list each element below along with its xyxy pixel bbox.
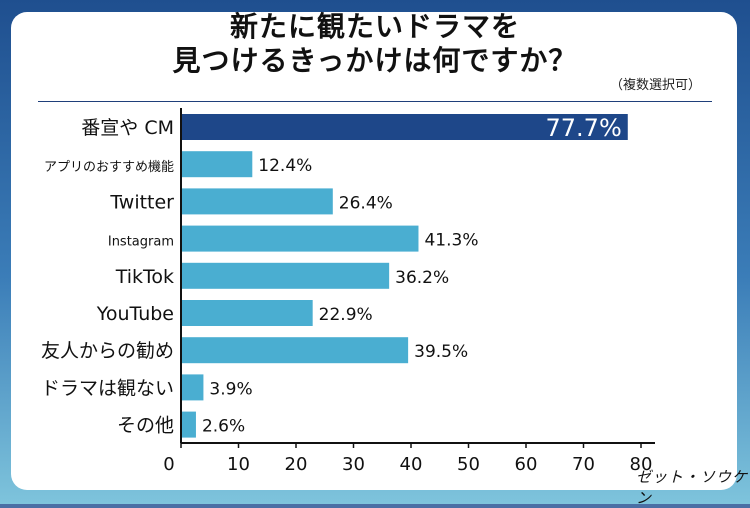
x-tick-label-7: 70: [572, 454, 595, 475]
bar-7: [181, 374, 204, 401]
x-tick-label-5: 50: [457, 454, 480, 475]
x-tick-label-3: 30: [342, 454, 365, 475]
category-label-3: Instagram: [108, 235, 174, 250]
value-label-2: 26.4%: [339, 193, 393, 213]
title-line-1: 新たに観たいドラマを: [229, 10, 520, 43]
value-label-3: 41.3%: [424, 231, 478, 251]
multiple-choice-note: （複数選択可）: [610, 78, 702, 93]
category-label-8: その他: [117, 415, 174, 437]
x-tick-label-8: 80: [630, 454, 653, 475]
bar-8: [181, 411, 196, 438]
bar-6: [181, 337, 409, 364]
category-label-4: TikTok: [115, 266, 174, 288]
value-label-7: 3.9%: [209, 379, 252, 399]
bar-4: [181, 262, 390, 289]
title-divider: [38, 101, 712, 102]
x-tick-label-6: 60: [515, 454, 538, 475]
chart-title: 新たに観たいドラマを 見つけるきっかけは何ですか？: [0, 10, 750, 78]
category-label-0: 番宣や CM: [81, 117, 174, 139]
category-label-6: 友人からの勧め: [41, 340, 174, 362]
x-tick-label-1: 10: [227, 454, 250, 475]
x-tick-label-2: 20: [285, 454, 308, 475]
category-label-5: YouTube: [96, 303, 174, 325]
bar-0: [181, 114, 628, 140]
value-label-4: 36.2%: [395, 268, 449, 288]
value-label-5: 22.9%: [319, 305, 373, 325]
category-label-2: Twitter: [109, 191, 174, 213]
value-label-8: 2.6%: [202, 417, 245, 437]
value-label-0: 77.7%: [546, 114, 622, 142]
bar-3: [181, 225, 419, 252]
value-label-6: 39.5%: [414, 342, 468, 362]
x-tick-label-4: 40: [400, 454, 423, 475]
bar-2: [181, 188, 333, 215]
brand-logo: ゼット・ソウケン: [636, 468, 749, 507]
category-label-7: ドラマは観ない: [41, 377, 174, 399]
title-line-2: 見つけるきっかけは何ですか？: [172, 44, 578, 77]
bar-1: [181, 151, 253, 178]
category-label-1: アプリのおすすめ機能: [44, 160, 174, 175]
value-label-1: 12.4%: [258, 156, 312, 176]
x-tick-label-0: 0: [163, 454, 174, 475]
bar-5: [181, 300, 313, 326]
